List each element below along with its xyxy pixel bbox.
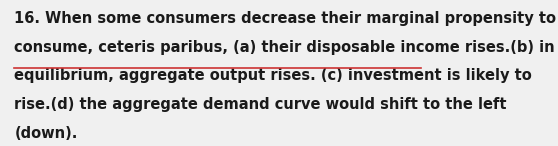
Text: 16. When some consumers decrease their marginal propensity to: 16. When some consumers decrease their m…	[15, 11, 556, 26]
Text: equilibrium, aggregate output rises. (c) investment is likely to: equilibrium, aggregate output rises. (c)…	[15, 68, 532, 83]
Text: consume, ceteris paribus, (a) their disposable income rises.(b) in: consume, ceteris paribus, (a) their disp…	[15, 40, 555, 55]
Text: (down).: (down).	[15, 126, 78, 141]
Text: rise.(d) the aggregate demand curve would shift to the left: rise.(d) the aggregate demand curve woul…	[15, 97, 507, 112]
